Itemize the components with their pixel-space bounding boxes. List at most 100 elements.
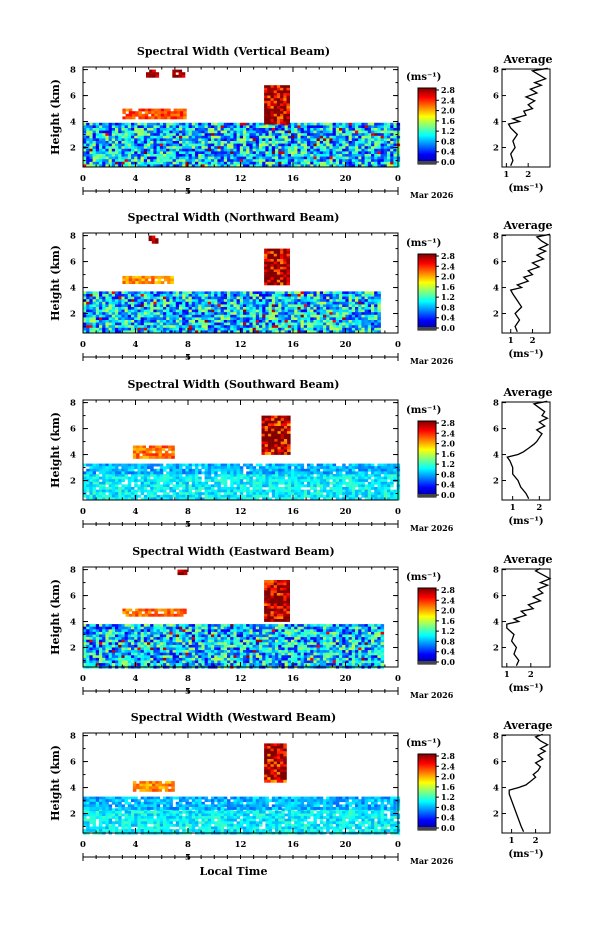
heatmap-cell-0 — [86, 484, 90, 488]
heatmap-cell-0 — [140, 130, 145, 134]
heatmap-cell-0 — [143, 479, 148, 483]
heatmap-cell-0 — [380, 156, 385, 160]
heatmap-cell-0 — [303, 151, 308, 155]
heatmap-cell-0 — [150, 148, 154, 152]
heatmap-cell-0 — [188, 320, 193, 323]
heatmap-cell-0 — [300, 138, 305, 142]
colorbar-tick-label: 0.4 — [441, 313, 455, 323]
heatmap-cell-0 — [252, 479, 257, 483]
heatmap-cell-0 — [339, 309, 343, 313]
heatmap-cell-0 — [204, 487, 209, 490]
heatmap-cell-0 — [188, 484, 193, 488]
heatmap-cell-1 — [233, 468, 237, 472]
heatmap-cell-0 — [147, 304, 151, 308]
heatmap-cell-0 — [307, 320, 311, 323]
heatmap-cell-0 — [207, 322, 212, 326]
heatmap-cell-0 — [361, 133, 365, 137]
heatmap-cell-0 — [153, 494, 157, 498]
heatmap-cell-0 — [259, 301, 263, 305]
heatmap-cell-0 — [121, 125, 125, 129]
heatmap-cell-0 — [207, 330, 212, 334]
heatmap-cell-0 — [252, 296, 257, 300]
heatmap-cell-0 — [294, 320, 298, 323]
heatmap-cell-0 — [358, 128, 362, 131]
x-tick-label: 20 — [340, 174, 352, 184]
heatmap-cell-0 — [166, 481, 170, 485]
heatmap-cell-0 — [121, 320, 125, 323]
heatmap-cell-0 — [374, 320, 378, 323]
heatmap-cell-0 — [172, 164, 177, 168]
heatmap-cell-0 — [361, 159, 365, 163]
heatmap-cell-0 — [134, 325, 138, 329]
heatmap-cell-0 — [351, 291, 356, 295]
heatmap-cell-0 — [169, 314, 173, 318]
heatmap-cell-1 — [122, 278, 126, 282]
heatmap-cell-0 — [230, 494, 234, 498]
heatmap-cell-0 — [259, 322, 263, 326]
heatmap-cell-0 — [83, 474, 87, 477]
heatmap-cell-0 — [166, 301, 170, 305]
heatmap-cell-0 — [291, 474, 295, 477]
heatmap-cell-0 — [351, 161, 356, 165]
heatmap-cell-0 — [92, 143, 97, 147]
heatmap-cell-0 — [287, 494, 292, 498]
heatmap-cell-0 — [278, 301, 282, 305]
heatmap-cell-0 — [374, 479, 378, 483]
heatmap-cell-0 — [188, 307, 193, 310]
heatmap-cell-0 — [377, 309, 381, 313]
heatmap-cell-0 — [387, 474, 391, 477]
colorbar-tick-label: 2.0 — [441, 272, 455, 282]
heatmap-cell-0 — [172, 301, 177, 305]
heatmap-cell-0 — [204, 125, 209, 129]
heatmap-cell-0 — [355, 164, 359, 168]
heatmap-cell-0 — [111, 497, 116, 501]
heatmap-cell-0 — [191, 327, 196, 331]
heatmap-cell-0 — [217, 148, 221, 152]
heatmap-cell-0 — [204, 479, 209, 483]
heatmap-cell-0 — [348, 309, 353, 313]
heatmap-cell-0 — [179, 317, 183, 321]
average-y-tick-label: 4 — [493, 284, 499, 294]
heatmap-cell-0 — [262, 301, 266, 305]
heatmap-cell-0 — [332, 148, 337, 152]
heatmap-cell-0 — [166, 161, 170, 165]
heatmap-cell-0 — [179, 141, 183, 144]
heatmap-cell-0 — [319, 161, 324, 165]
heatmap-cell-0 — [387, 133, 391, 137]
heatmap-cell-0 — [255, 479, 260, 483]
heatmap-cell-0 — [297, 151, 301, 155]
heatmap-cell-0 — [143, 143, 148, 147]
heatmap-cell-0 — [262, 138, 266, 142]
heatmap-cell-0 — [271, 291, 276, 295]
heatmap-cell-0 — [147, 291, 151, 295]
heatmap-cell-0 — [153, 164, 157, 168]
heatmap-cell-0 — [204, 161, 209, 165]
heatmap-cell-0 — [233, 138, 237, 142]
heatmap-cell-0 — [377, 325, 381, 329]
heatmap-cell-0 — [361, 322, 365, 326]
heatmap-cell-0 — [335, 322, 340, 326]
heatmap-cell-0 — [313, 154, 317, 157]
heatmap-cell-0 — [108, 481, 113, 485]
heatmap-cell-0 — [387, 151, 391, 155]
heatmap-cell-0 — [367, 327, 372, 331]
heatmap-cell-0 — [351, 320, 356, 323]
heatmap-cell-0 — [271, 294, 276, 297]
heatmap-cell-1 — [348, 463, 353, 467]
heatmap-cell-0 — [319, 474, 324, 477]
heatmap-cell-1 — [342, 463, 346, 467]
heatmap-cell-0 — [275, 128, 279, 131]
heatmap-cell-0 — [143, 487, 148, 490]
heatmap-cell-0 — [134, 296, 138, 300]
heatmap-cell-0 — [243, 312, 247, 316]
heatmap-cell-1 — [151, 278, 155, 282]
heatmap-cell-0 — [207, 497, 212, 501]
heatmap-cell-0 — [195, 330, 199, 334]
heatmap-cell-0 — [335, 314, 340, 318]
heatmap-cell-0 — [102, 154, 106, 157]
heatmap-cell-0 — [175, 487, 180, 490]
heatmap-cell-0 — [300, 309, 305, 313]
heatmap-cell-0 — [371, 314, 375, 318]
heatmap-cell-0 — [284, 146, 289, 150]
heatmap-cell-0 — [118, 138, 122, 142]
